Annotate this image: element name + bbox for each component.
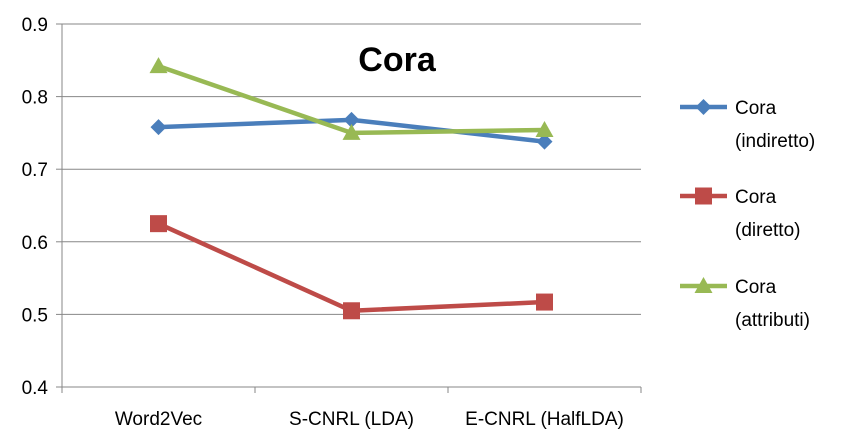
legend-item-1: Cora (diretto) [680, 187, 800, 241]
y-tick-labels: 0.4 0.5 0.6 0.7 0.8 0.9 [22, 15, 49, 399]
y-tick-label: 0.6 [22, 233, 48, 254]
legend-item-0: Cora (indiretto) [680, 98, 815, 152]
y-tick-label: 0.9 [22, 15, 48, 36]
y-tick-label: 0.4 [22, 378, 49, 399]
x-tick-label: Word2Vec [115, 409, 202, 430]
gridlines [62, 23, 641, 315]
data-point [536, 293, 553, 311]
legend: Cora (indiretto) Cora (diretto) Cora (attribu… [680, 98, 815, 331]
legend-label: (diretto) [735, 220, 800, 241]
y-tick-label: 0.7 [22, 160, 48, 181]
data-point [342, 123, 361, 140]
legend-label: (attributi) [735, 310, 810, 331]
legend-label: Cora [735, 187, 777, 208]
series-line [157, 221, 545, 314]
series-2 [149, 57, 554, 140]
data-point [535, 120, 554, 137]
legend-marker [695, 187, 712, 205]
data-point [150, 119, 167, 136]
x-tick-labels: Word2Vec S-CNRL (LDA) E-CNRL (HalfLDA) [115, 409, 624, 430]
data-point [343, 302, 360, 320]
series-group [149, 57, 554, 320]
data-point [343, 111, 360, 128]
series-0 [150, 111, 553, 150]
y-tick-label: 0.8 [22, 88, 48, 109]
axes [56, 23, 642, 393]
data-point [536, 133, 553, 150]
legend-label: (indiretto) [735, 131, 815, 152]
legend-label: Cora [735, 98, 777, 119]
legend-marker [694, 277, 713, 293]
data-point [150, 215, 167, 233]
chart-title: Cora [358, 41, 437, 79]
series-1 [150, 215, 553, 320]
legend-item-2: Cora (attributi) [680, 277, 810, 331]
legend-marker [695, 99, 712, 115]
x-tick-label: E-CNRL (HalfLDA) [465, 409, 624, 430]
x-tick-label: S-CNRL (LDA) [289, 409, 414, 430]
y-tick-label: 0.5 [22, 305, 48, 326]
data-point [149, 57, 168, 74]
legend-label: Cora [735, 277, 777, 298]
